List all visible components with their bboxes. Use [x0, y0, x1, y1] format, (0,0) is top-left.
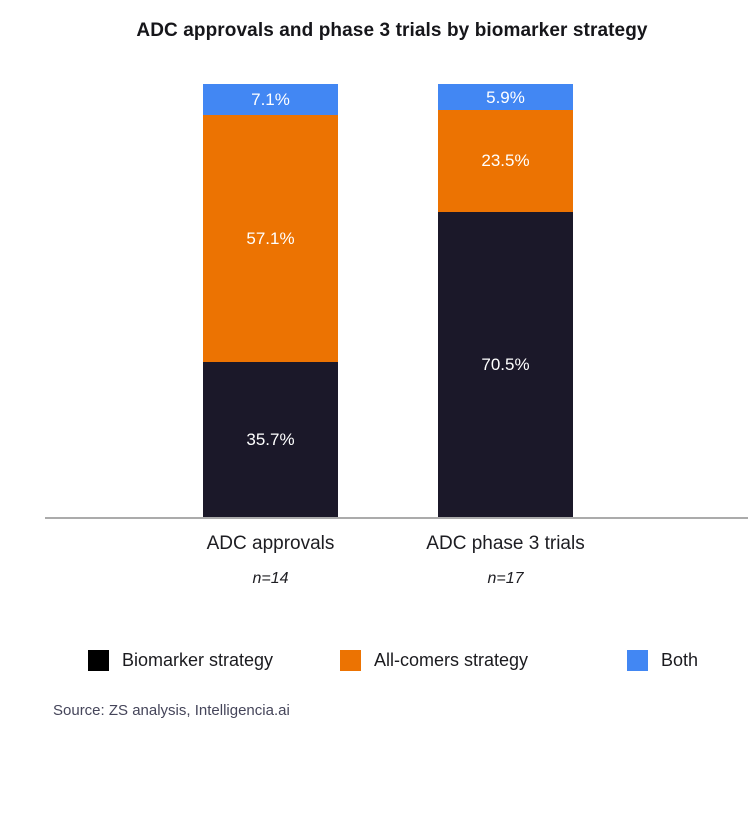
legend-label: Biomarker strategy	[122, 650, 274, 670]
source-note: Source: ZS analysis, Intelligencia.ai	[53, 702, 290, 719]
bar-segment-value-label: 5.9%	[486, 87, 525, 107]
legend-swatch-biomarker-strategy	[88, 650, 109, 671]
legend-label: Both	[661, 650, 699, 670]
legend-item-biomarker-strategy: Biomarker strategy	[88, 650, 273, 671]
sample-size-label: n=17	[487, 570, 524, 587]
bar-segment-all-comers-strategy: 23.5%	[438, 109, 573, 212]
legend-swatch-all-comers-strategy	[340, 650, 361, 671]
legend-label: All-comers strategy	[374, 650, 529, 670]
bar-segment-both: 7.1%	[203, 84, 338, 116]
bar-segment-value-label: 57.1%	[246, 229, 295, 249]
bar-segment-value-label: 7.1%	[251, 90, 290, 110]
bar-segment-all-comers-strategy: 57.1%	[203, 115, 338, 363]
x-axis-line	[45, 517, 748, 519]
sample-size-label: n=14	[252, 570, 289, 587]
legend-item-both: Both	[627, 650, 698, 671]
x-axis-category-label: ADC phase 3 trials	[426, 533, 585, 554]
legend-swatch-both	[627, 650, 648, 671]
bar-segment-both: 5.9%	[438, 84, 573, 110]
bar-segment-biomarker-strategy: 70.5%	[438, 211, 573, 517]
bar-adc-phase-3-trials: 5.9% 23.5% 70.5%	[438, 84, 573, 517]
chart-title: ADC approvals and phase 3 trials by biom…	[136, 20, 648, 41]
bar-segment-value-label: 70.5%	[481, 354, 530, 374]
bar-segment-biomarker-strategy: 35.7%	[203, 362, 338, 517]
bar-adc-approvals: 7.1% 57.1% 35.7%	[203, 84, 338, 517]
bar-segment-value-label: 35.7%	[246, 430, 295, 450]
bar-segment-value-label: 23.5%	[481, 151, 530, 171]
x-axis-category-label: ADC approvals	[206, 533, 335, 554]
legend-item-all-comers-strategy: All-comers strategy	[340, 650, 528, 671]
